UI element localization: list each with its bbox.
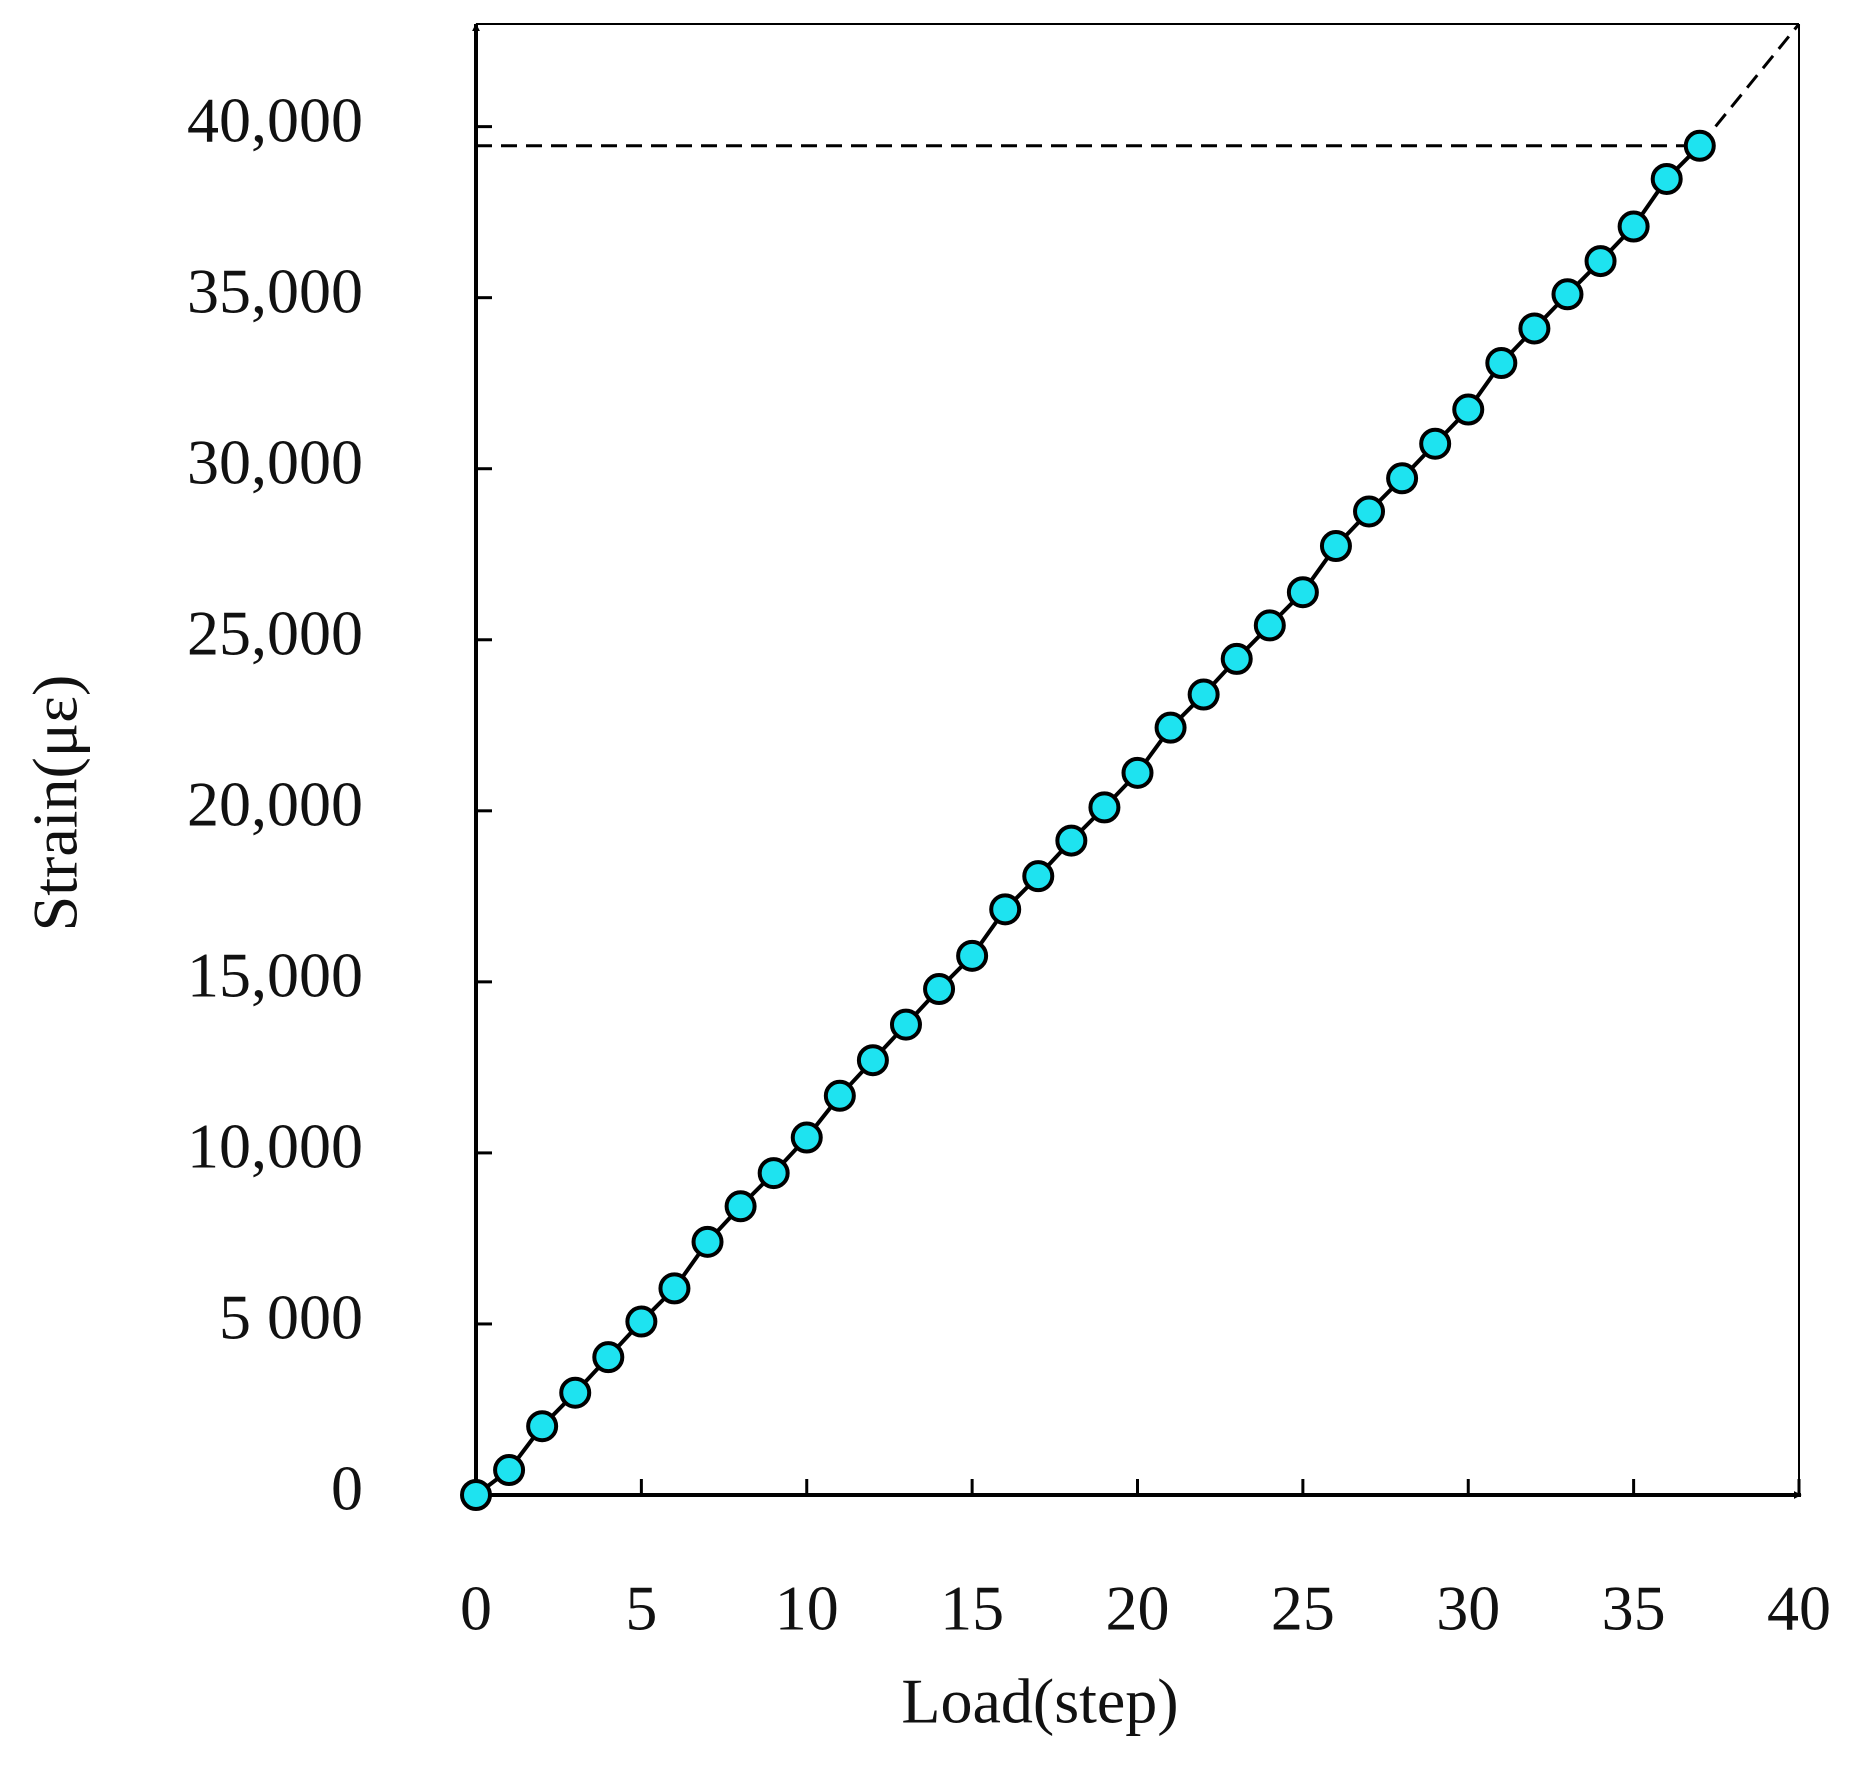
- y-tick-label: 30,000: [187, 426, 363, 497]
- data-point: [493, 1454, 526, 1487]
- data-point: [691, 1225, 724, 1258]
- x-tick-label: 5: [625, 1573, 657, 1644]
- y-tick-label: 0: [331, 1453, 363, 1524]
- data-point: [1055, 824, 1088, 857]
- y-tick-label: 10,000: [187, 1111, 363, 1182]
- data-point: [1088, 791, 1121, 824]
- data-point: [823, 1079, 856, 1112]
- data-point: [625, 1305, 658, 1338]
- data-point: [1584, 245, 1617, 278]
- data-point: [757, 1157, 790, 1190]
- y-tick-label: 40,000: [187, 84, 363, 155]
- x-tick-label: 25: [1271, 1573, 1335, 1644]
- data-point: [956, 939, 989, 972]
- data-point: [1650, 162, 1683, 195]
- data-point: [1220, 642, 1253, 675]
- data-point: [923, 973, 956, 1006]
- data-point: [1187, 678, 1220, 711]
- y-axis-label: Strain(με): [20, 675, 91, 932]
- x-tick-label: 20: [1106, 1573, 1170, 1644]
- data-point: [1319, 530, 1352, 563]
- x-tick-label: 35: [1602, 1573, 1666, 1644]
- y-tick-label: 5 000: [219, 1282, 363, 1353]
- data-point: [658, 1272, 691, 1305]
- data-point: [1617, 210, 1650, 243]
- x-tick-label: 40: [1767, 1573, 1831, 1644]
- data-point: [1518, 312, 1551, 345]
- data-point: [1253, 609, 1286, 642]
- data-point: [1551, 278, 1584, 311]
- data-point: [1386, 462, 1419, 495]
- x-axis-label: Load(step): [901, 1666, 1178, 1737]
- data-point: [1154, 711, 1187, 744]
- data-point: [1683, 129, 1716, 162]
- data-point: [1452, 393, 1485, 426]
- y-tick-label: 25,000: [187, 597, 363, 668]
- data-point: [1485, 347, 1518, 380]
- data-point: [1353, 495, 1386, 528]
- data-point: [989, 893, 1022, 926]
- x-tick-label: 0: [460, 1573, 492, 1644]
- trend-extension: [1698, 23, 1801, 147]
- data-point: [790, 1121, 823, 1154]
- data-point: [889, 1008, 922, 1041]
- data-point: [1121, 756, 1154, 789]
- y-tick-label: 20,000: [187, 769, 363, 840]
- data-point: [559, 1376, 592, 1409]
- data-point: [1286, 576, 1319, 609]
- data-point: [724, 1190, 757, 1223]
- y-tick-label: 35,000: [187, 255, 363, 326]
- data-point: [592, 1341, 625, 1374]
- data-point: [1022, 860, 1055, 893]
- x-tick-label: 30: [1436, 1573, 1500, 1644]
- x-tick-label: 10: [775, 1573, 839, 1644]
- data-point: [460, 1479, 492, 1511]
- data-point: [526, 1410, 559, 1443]
- data-point: [1419, 427, 1452, 460]
- y-tick-label: 15,000: [187, 940, 363, 1011]
- x-tick-label: 15: [940, 1573, 1004, 1644]
- data-point: [856, 1044, 889, 1077]
